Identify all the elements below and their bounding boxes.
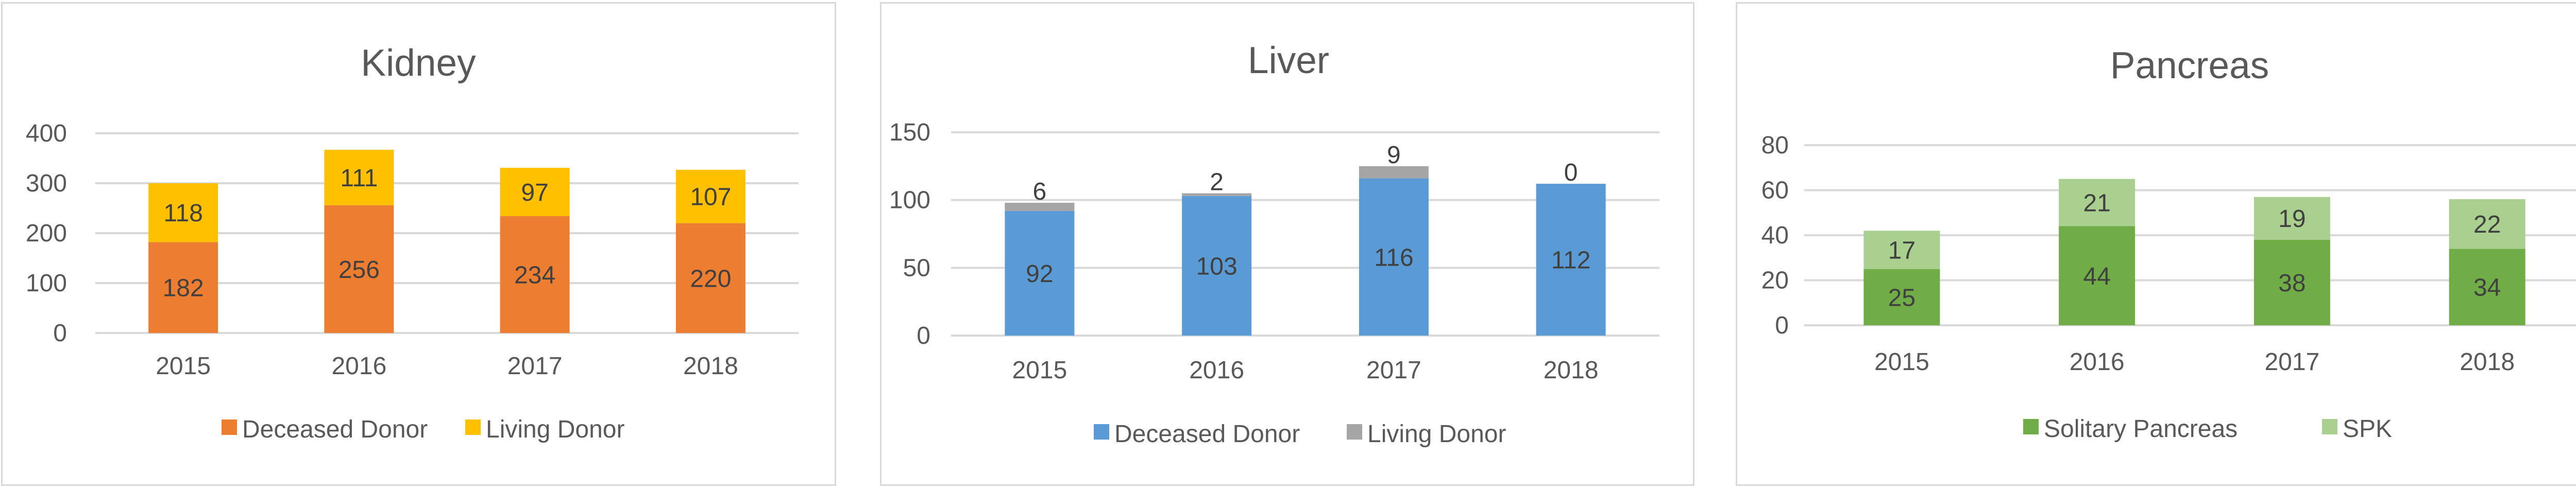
liver-chart-title: Liver bbox=[1248, 40, 1329, 81]
kidney-y-tick-label: 300 bbox=[26, 170, 67, 197]
liver-data-label: 103 bbox=[1196, 253, 1238, 280]
liver-bar-deceased-donor-2016 bbox=[1182, 196, 1252, 336]
kidney-bar-deceased-donor-2018 bbox=[675, 223, 745, 333]
pancreas-legend-swatch bbox=[2023, 419, 2039, 434]
pancreas-data-label: 19 bbox=[2278, 205, 2306, 233]
pancreas-y-tick-label: 80 bbox=[1761, 132, 1789, 159]
pancreas-bar-solitary-pancreas-2017 bbox=[2253, 239, 2330, 325]
pancreas-x-tick-label: 2018 bbox=[2460, 348, 2515, 376]
pancreas-data-label: 21 bbox=[2083, 190, 2110, 217]
pancreas-data-label: 17 bbox=[1888, 237, 1916, 264]
kidney-legend-swatch bbox=[222, 419, 237, 435]
kidney-x-tick-label: 2018 bbox=[683, 353, 738, 380]
pancreas-y-tick-label: 0 bbox=[1775, 312, 1789, 339]
pancreas-data-label: 38 bbox=[2278, 270, 2306, 297]
kidney-data-label: 97 bbox=[521, 179, 548, 206]
kidney-data-label: 107 bbox=[690, 184, 731, 211]
kidney-bar-deceased-donor-2016 bbox=[324, 205, 394, 333]
pancreas-y-tick-label: 60 bbox=[1761, 177, 1789, 204]
pancreas-chart-title: Pancreas bbox=[2110, 45, 2269, 86]
liver-chart-panel: Liver 0 50 100 150 92 6 2015 103 2 2016 116 9 2017 112… bbox=[880, 2, 1694, 486]
liver-y-tick-label: 50 bbox=[903, 254, 930, 282]
liver-bar-living-donor-2016 bbox=[1182, 193, 1252, 196]
kidney-bar-living-donor-2017 bbox=[500, 167, 570, 217]
liver-y-tick-label: 0 bbox=[917, 322, 930, 349]
kidney-chart-panel: Kidney 0 100 200 300 400 182 118 2015 256 111 2016 2… bbox=[1, 2, 836, 486]
kidney-data-label: 256 bbox=[338, 256, 380, 284]
pancreas-chart-panel: Pancreas 0 20 40 60 80 25 17 2015 44 21 2016 38 19 201… bbox=[1736, 2, 2576, 486]
kidney-bar-living-donor-2016 bbox=[324, 150, 394, 205]
kidney-bar-living-donor-2018 bbox=[675, 169, 745, 223]
pancreas-bar-solitary-pancreas-2018 bbox=[2449, 249, 2526, 325]
pancreas-legend-swatch bbox=[2322, 419, 2337, 434]
kidney-legend-label: Living Donor bbox=[486, 416, 625, 443]
pancreas-chart: Pancreas 0 20 40 60 80 25 17 2015 44 21 2016 38 19 201… bbox=[1761, 45, 2576, 443]
liver-x-tick-label: 2016 bbox=[1189, 357, 1244, 384]
pancreas-x-tick-label: 2016 bbox=[2070, 348, 2125, 376]
liver-bar-living-donor-2017 bbox=[1359, 166, 1429, 179]
kidney-x-tick-label: 2016 bbox=[331, 353, 386, 380]
pancreas-bar-solitary-pancreas-2015 bbox=[1863, 269, 1940, 325]
pancreas-data-label: 34 bbox=[2473, 274, 2501, 302]
liver-data-label: 92 bbox=[1026, 260, 1053, 288]
liver-legend-swatch bbox=[1347, 424, 1362, 440]
pancreas-bar-spk-2015 bbox=[1863, 231, 1940, 269]
kidney-data-label: 220 bbox=[690, 265, 731, 292]
liver-data-label: 112 bbox=[1551, 247, 1591, 274]
pancreas-data-label: 25 bbox=[1888, 284, 1916, 311]
pancreas-bar-spk-2018 bbox=[2449, 199, 2526, 249]
liver-x-tick-label: 2017 bbox=[1366, 357, 1421, 384]
liver-legend-label: Living Donor bbox=[1367, 421, 1506, 448]
liver-bar-deceased-donor-2018 bbox=[1536, 184, 1606, 336]
liver-x-tick-label: 2015 bbox=[1012, 357, 1067, 384]
liver-data-label: 9 bbox=[1387, 142, 1401, 169]
kidney-chart: Kidney 0 100 200 300 400 182 118 2015 256 111 2016 2… bbox=[26, 42, 799, 443]
pancreas-bar-solitary-pancreas-2016 bbox=[2059, 226, 2136, 325]
liver-data-label: 6 bbox=[1033, 178, 1047, 205]
kidney-legend-label: Deceased Donor bbox=[242, 416, 428, 443]
kidney-y-tick-label: 200 bbox=[26, 220, 67, 247]
liver-y-tick-label: 150 bbox=[889, 119, 930, 146]
pancreas-x-tick-label: 2017 bbox=[2264, 348, 2319, 376]
pancreas-y-tick-label: 40 bbox=[1761, 222, 1789, 249]
pancreas-x-tick-label: 2015 bbox=[1874, 348, 1929, 376]
pancreas-legend-label: SPK bbox=[2343, 415, 2392, 443]
liver-data-label: 116 bbox=[1374, 244, 1414, 271]
liver-data-label: 2 bbox=[1210, 169, 1224, 196]
kidney-bar-deceased-donor-2017 bbox=[500, 216, 570, 333]
liver-x-tick-label: 2018 bbox=[1544, 357, 1599, 384]
kidney-x-tick-label: 2015 bbox=[156, 353, 211, 380]
liver-y-tick-label: 100 bbox=[889, 187, 930, 214]
kidney-y-tick-label: 100 bbox=[26, 270, 67, 297]
pancreas-bar-spk-2016 bbox=[2059, 179, 2136, 226]
liver-bar-deceased-donor-2015 bbox=[1005, 211, 1075, 336]
kidney-bar-living-donor-2015 bbox=[148, 183, 218, 242]
pancreas-y-tick-label: 20 bbox=[1761, 267, 1789, 294]
kidney-bar-deceased-donor-2015 bbox=[148, 242, 218, 333]
pancreas-bar-spk-2017 bbox=[2253, 197, 2330, 240]
liver-legend-label: Deceased Donor bbox=[1114, 421, 1300, 448]
kidney-data-label: 111 bbox=[340, 165, 378, 192]
liver-bar-deceased-donor-2017 bbox=[1359, 178, 1429, 336]
liver-bar-living-donor-2015 bbox=[1005, 202, 1075, 211]
pancreas-data-label: 22 bbox=[2473, 211, 2501, 238]
pancreas-legend-label: Solitary Pancreas bbox=[2044, 415, 2238, 443]
kidney-chart-title: Kidney bbox=[361, 42, 476, 84]
pancreas-data-label: 44 bbox=[2083, 263, 2110, 290]
liver-chart: Liver 0 50 100 150 92 6 2015 103 2 2016 116 9 2017 112… bbox=[889, 40, 1659, 448]
liver-data-label: 0 bbox=[1564, 159, 1578, 186]
kidney-data-label: 234 bbox=[514, 262, 555, 289]
kidney-legend-swatch bbox=[465, 419, 481, 435]
kidney-data-label: 118 bbox=[163, 200, 203, 227]
kidney-data-label: 182 bbox=[163, 275, 204, 302]
liver-legend-swatch bbox=[1094, 424, 1109, 440]
kidney-y-tick-label: 400 bbox=[26, 120, 67, 147]
kidney-y-tick-label: 0 bbox=[53, 320, 67, 347]
kidney-x-tick-label: 2017 bbox=[507, 353, 563, 380]
